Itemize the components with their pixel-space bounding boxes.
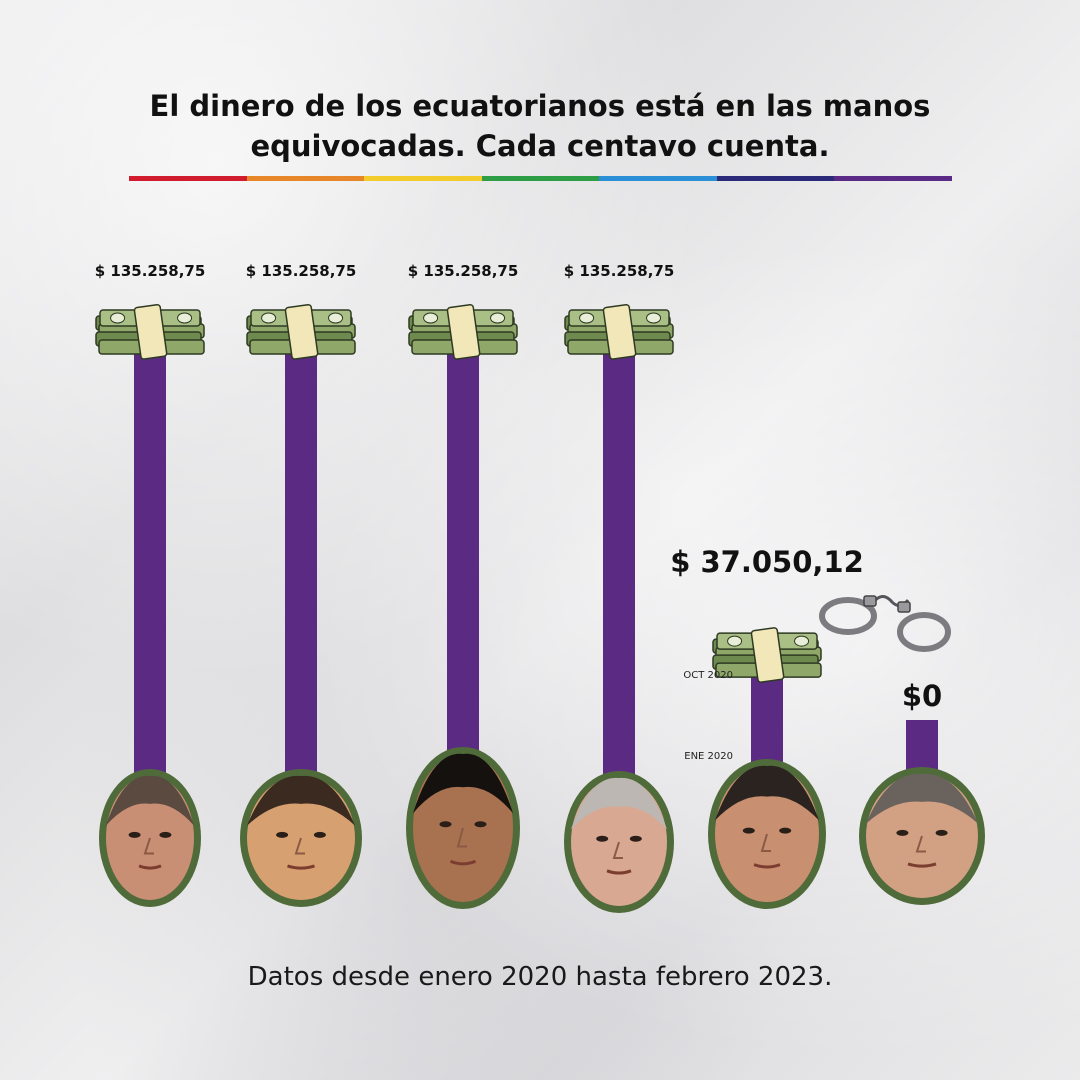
rainbow-segment: [716, 176, 835, 181]
bar: [134, 345, 166, 790]
bar-group: $ 135.258,75: [240, 262, 362, 907]
bar: [603, 345, 635, 790]
handcuffs-icon: [819, 595, 951, 652]
bar: [447, 345, 479, 790]
rainbow-segment: [364, 176, 482, 181]
money-stack-icon: [408, 303, 518, 360]
money-stack-icon: [95, 303, 205, 360]
value-label: $ 135.258,75: [95, 262, 206, 280]
value-label: $ 135.258,75: [246, 262, 357, 280]
date-annotation: OCT 2020: [683, 670, 733, 681]
portrait-avatar: [99, 769, 201, 907]
bar-group: $ 135.258,75: [95, 262, 206, 907]
bar: [285, 345, 317, 790]
bar-group: $ 135.258,75: [406, 262, 520, 909]
value-label: $ 37.050,12: [670, 545, 864, 579]
bar-group: $ 37.050,12: [670, 545, 864, 909]
footer-note: Datos desde enero 2020 hasta febrero 202…: [247, 962, 833, 992]
portrait-avatar: [564, 771, 674, 913]
bar-group: $0: [819, 595, 985, 905]
bar-group: $ 135.258,75: [564, 262, 675, 913]
money-stack-icon: [564, 303, 674, 360]
portrait-avatar: [708, 759, 826, 909]
title-line-1: El dinero de los ecuatorianos está en la…: [149, 89, 931, 123]
value-label: $ 135.258,75: [408, 262, 519, 280]
date-annotation: ENE 2020: [684, 751, 733, 762]
rainbow-segment: [599, 176, 717, 181]
money-stack-icon: [246, 303, 356, 360]
title-line-2: equivocadas. Cada centavo cuenta.: [250, 129, 830, 163]
rainbow-segment: [834, 176, 953, 181]
value-label: $ 135.258,75: [564, 262, 675, 280]
portrait-avatar: [240, 769, 362, 907]
rainbow-segment: [246, 176, 365, 181]
portrait-avatar: [406, 747, 520, 909]
rainbow-segment: [129, 176, 247, 181]
chart-title: El dinero de los ecuatorianos está en la…: [80, 86, 1000, 166]
value-label: $0: [902, 679, 942, 713]
portrait-avatar: [859, 767, 985, 905]
rainbow-segment: [481, 176, 600, 181]
money-stack-icon: [712, 627, 822, 683]
rainbow-divider: [129, 176, 953, 181]
